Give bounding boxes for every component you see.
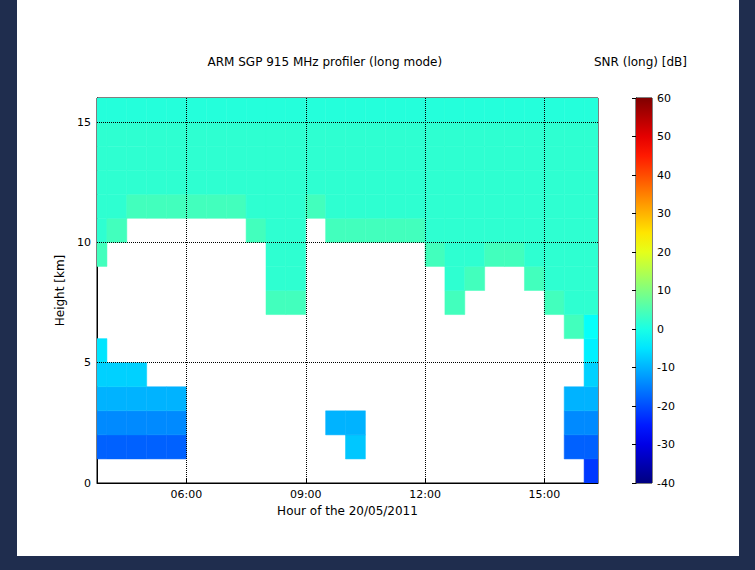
svg-text:12:00: 12:00 [409, 488, 441, 501]
svg-text:06:00: 06:00 [171, 488, 203, 501]
svg-text:15:00: 15:00 [528, 488, 560, 501]
svg-text:20: 20 [657, 246, 671, 259]
svg-text:10: 10 [657, 284, 671, 297]
svg-text:40: 40 [657, 169, 671, 182]
svg-text:10: 10 [77, 236, 91, 249]
svg-text:-10: -10 [657, 361, 675, 374]
svg-text:-30: -30 [657, 438, 675, 451]
svg-text:Height [km]: Height [km] [53, 255, 67, 326]
svg-text:0: 0 [657, 323, 664, 336]
svg-text:50: 50 [657, 130, 671, 143]
svg-text:15: 15 [77, 116, 91, 129]
svg-text:09:00: 09:00 [290, 488, 322, 501]
svg-text:30: 30 [657, 207, 671, 220]
svg-text:ARM SGP 915 MHz profiler (long: ARM SGP 915 MHz profiler (long mode) [208, 55, 443, 69]
svg-text:60: 60 [657, 92, 671, 105]
svg-text:SNR (long) [dB]: SNR (long) [dB] [594, 55, 687, 69]
svg-text:-20: -20 [657, 400, 675, 413]
svg-text:-40: -40 [657, 477, 675, 490]
svg-text:0: 0 [84, 477, 91, 490]
svg-text:Hour of the 20/05/2011: Hour of the 20/05/2011 [277, 504, 418, 518]
svg-text:5: 5 [84, 356, 91, 369]
